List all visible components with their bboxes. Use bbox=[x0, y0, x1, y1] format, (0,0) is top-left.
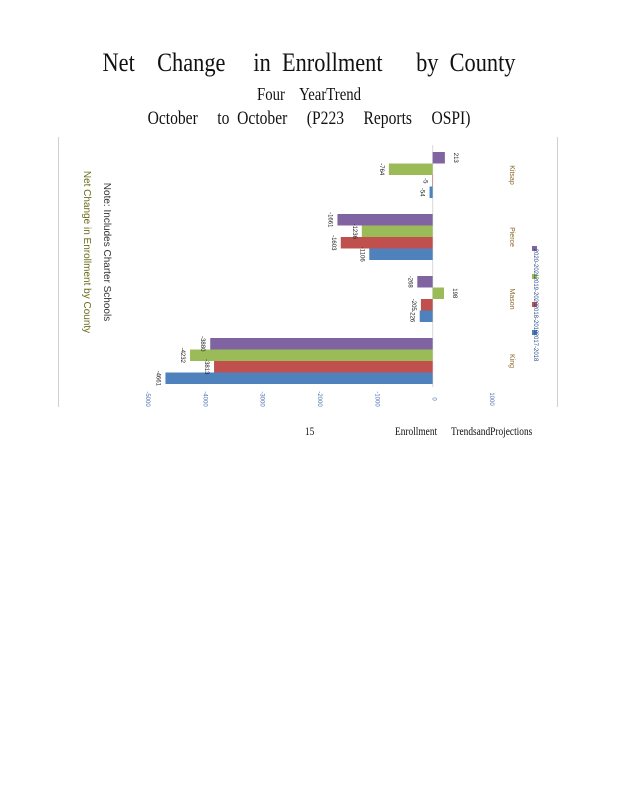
bar bbox=[419, 310, 433, 322]
legend-label: 2020-2021 bbox=[532, 249, 538, 278]
data-label: -4661 bbox=[154, 371, 160, 387]
report-subtitle: Four YearTrend bbox=[256, 84, 362, 104]
bar bbox=[388, 163, 433, 175]
legend-swatch bbox=[532, 302, 537, 307]
category-labels-group: Kitsap Pierce Mason King bbox=[508, 165, 515, 368]
bar bbox=[420, 299, 433, 311]
category-label: Mason bbox=[508, 288, 515, 309]
data-label: -268 bbox=[406, 276, 412, 289]
y-axis-title: Net Change in Enrollment by County bbox=[81, 171, 92, 333]
category-label: Pierce bbox=[508, 227, 515, 247]
bar bbox=[369, 248, 433, 260]
bar bbox=[165, 372, 433, 384]
bar bbox=[432, 152, 445, 164]
bar bbox=[337, 214, 433, 226]
report-date-range: October to October (P223 Reports OSPI) bbox=[147, 108, 471, 129]
category-label: Kitsap bbox=[508, 165, 515, 185]
data-label: -764 bbox=[378, 163, 384, 176]
chart-canvas: Net Change in Enrollment by County Note:… bbox=[58, 137, 558, 407]
data-label: -1603 bbox=[330, 235, 336, 251]
legend-swatch bbox=[532, 274, 537, 279]
bar bbox=[190, 349, 433, 361]
bar bbox=[432, 175, 433, 187]
bar bbox=[417, 276, 433, 288]
legend-label: 2018-2019 bbox=[532, 305, 538, 334]
x-tick-label: -2000 bbox=[316, 391, 322, 407]
data-label: 213 bbox=[452, 153, 458, 164]
x-tick-label: -5000 bbox=[144, 391, 150, 407]
data-label: -54 bbox=[419, 188, 425, 197]
x-tick-label: -3000 bbox=[259, 391, 265, 407]
bar bbox=[432, 287, 445, 299]
page-number: 15 bbox=[305, 424, 315, 438]
data-labels-group: -54 -5 -764 213 -1106 -1603 -1236 -1661 -226-205… bbox=[154, 153, 457, 387]
enrollment-change-chart: Net Change in Enrollment by County Note:… bbox=[58, 137, 558, 407]
x-tick-labels-group: -5000 -4000 -3000 -2000 -1000 0 1000 bbox=[144, 391, 494, 407]
category-label: King bbox=[508, 354, 515, 368]
report-title: Net Change in Enrollment by County bbox=[102, 48, 516, 77]
data-label: -3813 bbox=[203, 359, 209, 375]
x-tick-label: -1000 bbox=[373, 391, 379, 407]
chart-note: Note: Includes Charter Schools bbox=[101, 183, 112, 321]
data-label: 198 bbox=[451, 288, 457, 299]
bars-group bbox=[165, 145, 445, 387]
data-label: -1106 bbox=[358, 247, 364, 263]
legend-label: 2017-2018 bbox=[532, 333, 538, 362]
footer-title: Enrollment TrendsandProjections bbox=[395, 424, 533, 438]
bar bbox=[429, 186, 433, 198]
data-label: -1661 bbox=[326, 212, 332, 228]
data-label: -205 bbox=[410, 299, 416, 312]
x-tick-label: 0 bbox=[431, 397, 437, 401]
data-label: -5 bbox=[421, 178, 427, 184]
x-tick-label: -4000 bbox=[201, 391, 207, 407]
legend-swatch bbox=[532, 330, 537, 335]
x-tick-label: 1000 bbox=[488, 392, 494, 406]
bar bbox=[340, 237, 433, 249]
data-label: -3880 bbox=[199, 336, 205, 352]
bar bbox=[210, 338, 433, 350]
data-label: -1236 bbox=[351, 224, 357, 240]
legend-swatch bbox=[532, 246, 537, 251]
bar bbox=[214, 361, 433, 373]
bar bbox=[361, 225, 433, 237]
data-label: -226 bbox=[409, 310, 415, 323]
legend-label: 2019-2020 bbox=[532, 277, 538, 306]
data-label: -4232 bbox=[179, 348, 185, 364]
y-axis-title-group: Net Change in Enrollment by County Note:… bbox=[81, 171, 112, 333]
